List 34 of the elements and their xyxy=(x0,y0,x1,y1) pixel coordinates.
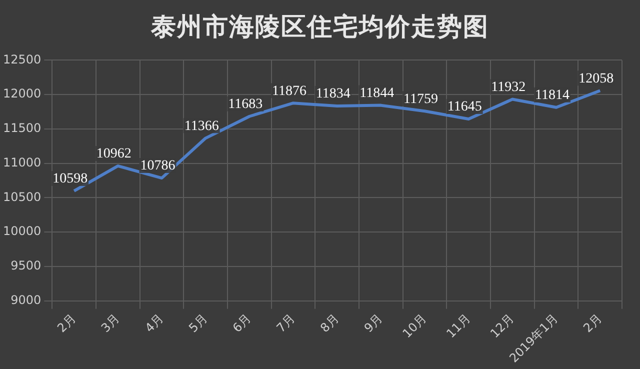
x-tick-label: 5月 xyxy=(186,311,210,336)
x-tick-label: 11月 xyxy=(444,311,473,341)
data-label: 11759 xyxy=(404,92,438,107)
x-tick-label: 4月 xyxy=(142,311,166,336)
x-tick-label: 6月 xyxy=(230,311,254,336)
y-tick-label: 10500 xyxy=(2,190,42,204)
x-tick-label: 10月 xyxy=(400,311,430,341)
data-label: 11876 xyxy=(272,84,306,99)
x-tick-label: 9月 xyxy=(361,311,386,336)
data-label: 11834 xyxy=(316,86,350,102)
data-label: 10962 xyxy=(96,146,132,162)
data-label: 11683 xyxy=(228,97,263,112)
data-label: 11366 xyxy=(184,118,219,134)
x-tick-label: 7月 xyxy=(274,311,298,336)
y-tick-label: 12000 xyxy=(2,86,42,101)
y-tick-label: 9500 xyxy=(10,258,42,273)
y-tick-label: 10000 xyxy=(2,224,42,238)
y-tick-label: 12500 xyxy=(2,52,42,66)
x-tick-label: 12月 xyxy=(488,311,517,341)
x-tick-label: 2月 xyxy=(580,311,604,336)
x-tick-label: 2月 xyxy=(54,311,78,336)
y-tick-label: 11000 xyxy=(2,155,42,170)
data-label: 11844 xyxy=(360,86,394,101)
data-label: 11814 xyxy=(535,88,570,104)
chart-title: 泰州市海陵区住宅均价走势图 xyxy=(150,11,490,43)
data-label: 12058 xyxy=(578,71,614,86)
data-label: 10598 xyxy=(52,172,88,187)
x-tick-label: 3月 xyxy=(98,311,122,336)
y-tick-label: 9000 xyxy=(10,292,42,307)
y-tick-label: 11500 xyxy=(2,121,42,136)
x-tick-label: 8月 xyxy=(318,311,342,336)
data-label: 10786 xyxy=(140,158,176,174)
data-label: 11932 xyxy=(491,80,526,95)
data-label: 11645 xyxy=(447,100,482,115)
